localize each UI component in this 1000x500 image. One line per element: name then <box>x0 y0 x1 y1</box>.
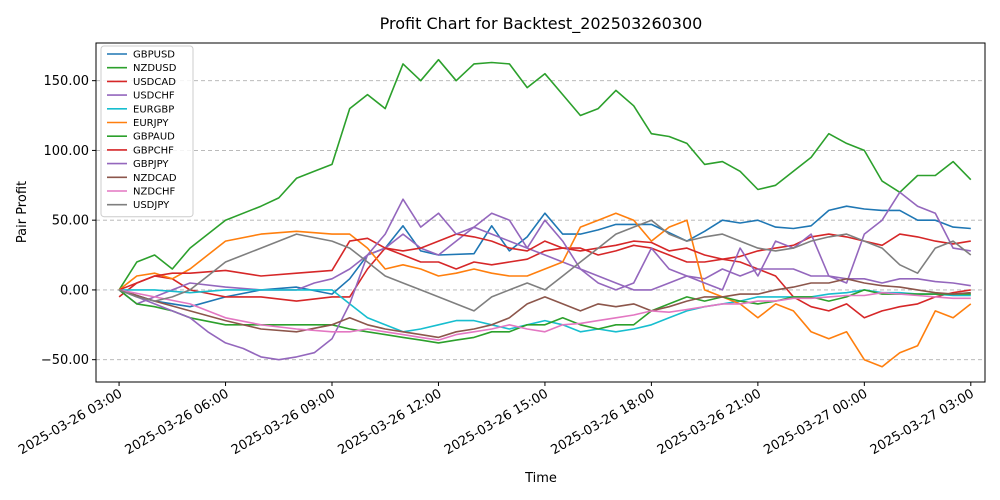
series-line-nzdcad <box>118 277 971 339</box>
legend-box <box>100 45 194 218</box>
x-tick-label: 2025-03-26 12:00 <box>336 386 445 458</box>
legend-label: NZDCAD <box>133 173 177 184</box>
series-line-usdjpy <box>118 219 972 312</box>
x-tick-label: 2025-03-26 18:00 <box>548 386 657 458</box>
legend-label: USDCHF <box>133 91 175 102</box>
series-line-gbpjpy <box>118 191 971 361</box>
legend-label: EURGBP <box>133 104 174 115</box>
legend-label: GBPJPY <box>133 159 169 170</box>
series-line-gbpaud <box>118 289 971 344</box>
y-axis-ticks: −50.00 0.00 50.00 100.00 150.00 <box>41 74 96 368</box>
x-tick-label: 2025-03-26 06:00 <box>123 386 232 458</box>
plot-frame <box>95 42 986 383</box>
x-tick-label: 2025-03-26 03:00 <box>16 386 125 458</box>
x-tick-label: 2025-03-26 09:00 <box>229 386 338 458</box>
x-tick-label: 2025-03-27 00:00 <box>761 386 870 458</box>
legend-label: GBPCHF <box>133 145 174 156</box>
x-tick-label: 2025-03-26 15:00 <box>442 386 551 458</box>
legend-label: USDCAD <box>133 77 176 88</box>
y-axis-label: Pair Profit <box>15 181 30 243</box>
series-line-nzdusd <box>118 58 972 291</box>
legend-label: NZDCHF <box>133 187 176 198</box>
legend-label: USDJPY <box>133 200 170 211</box>
y-tick-label: 150.00 <box>44 74 90 89</box>
y-tick-label: −50.00 <box>41 353 89 368</box>
x-tick-label: 2025-03-26 21:00 <box>655 386 764 458</box>
x-axis-label: Time <box>524 471 557 486</box>
legend-label: NZDUSD <box>133 63 177 74</box>
series-line-gbpchf <box>118 233 971 291</box>
legend: GBPUSD NZDUSD USDCAD USDCHF EURGBP EURJPY GBPA… <box>100 45 194 218</box>
legend-label: GBPUSD <box>133 50 175 61</box>
series-line-usdcad <box>118 244 971 319</box>
legend-label: EURJPY <box>133 118 169 129</box>
series-line-usdchf <box>118 226 971 305</box>
y-tick-label: 100.00 <box>44 144 90 159</box>
x-tick-label: 2025-03-27 03:00 <box>868 386 977 458</box>
series-line-nzdchf <box>118 289 971 341</box>
series-line-eurjpy <box>118 212 972 368</box>
y-tick-label: 0.00 <box>60 283 89 298</box>
y-tick-label: 50.00 <box>52 214 89 229</box>
series-line-gbpusd <box>118 205 971 308</box>
chart-title: Profit Chart for Backtest_202503260300 <box>380 14 703 34</box>
plot-area <box>118 58 972 368</box>
legend-label: GBPAUD <box>133 132 175 143</box>
